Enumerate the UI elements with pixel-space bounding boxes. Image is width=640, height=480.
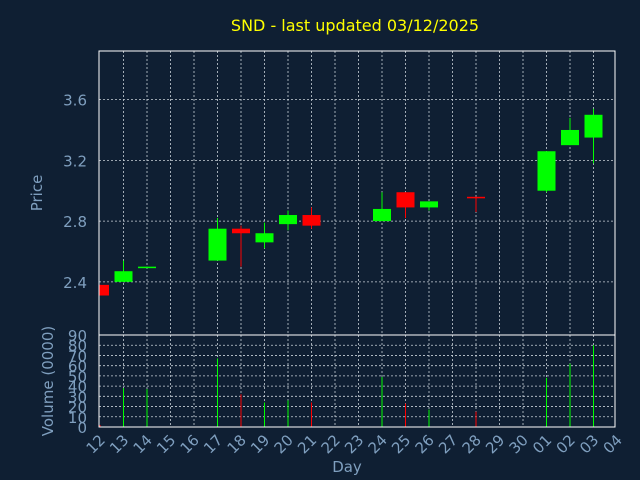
candle-body-up	[138, 266, 156, 269]
candle-body-up	[373, 208, 391, 222]
x-tick-label: 14	[130, 431, 156, 457]
volume-tick-label: 0	[77, 419, 87, 437]
x-tick-label: 03	[576, 431, 602, 457]
price-axis-ticks: 2.4 2.8 3.2 3.6	[63, 92, 87, 292]
x-tick-label: 30	[506, 431, 532, 457]
volume-axis-label: Volume (0000)	[39, 326, 57, 436]
candle-body-down	[302, 215, 321, 226]
x-tick-label: 27	[435, 431, 461, 457]
volume-tick-label: 90	[68, 327, 87, 345]
x-tick-label: 13	[106, 431, 132, 457]
x-tick-label: 01	[529, 431, 555, 457]
volume-panel-frame	[98, 334, 616, 428]
candle-body-down	[232, 228, 250, 234]
price-tick-label: 3.6	[63, 92, 87, 110]
volume-tick-label: 50	[68, 368, 87, 386]
x-tick-label: 20	[271, 431, 297, 457]
chart-title: SND - last updated 03/12/2025	[231, 16, 479, 35]
candle-body-up	[255, 233, 274, 243]
x-tick-label: 02	[553, 431, 579, 457]
x-tick-label: 23	[341, 431, 367, 457]
x-tick-label: 24	[365, 431, 391, 457]
x-tick-label: 04	[600, 431, 626, 457]
x-tick-label: 17	[200, 431, 226, 457]
candle-body-up	[208, 228, 227, 261]
volume-bars	[99, 345, 594, 427]
price-tick-label: 2.8	[63, 213, 87, 231]
x-tick-label: 15	[153, 431, 179, 457]
volume-tick-label: 70	[68, 347, 87, 365]
candle-body-down	[467, 196, 485, 199]
x-tick-label: 25	[388, 431, 414, 457]
x-tick-label: 18	[224, 431, 250, 457]
x-tick-label: 16	[177, 431, 203, 457]
x-tick-label: 29	[482, 431, 508, 457]
price-tick-label: 2.4	[63, 274, 87, 292]
price-grid	[99, 51, 615, 335]
candle-body-down	[396, 192, 415, 208]
candle-body-up	[114, 271, 133, 282]
x-tick-label: 19	[247, 431, 273, 457]
candle-body-up	[537, 151, 556, 191]
candle-body-up	[279, 215, 297, 225]
volume-tick-label: 40	[68, 378, 87, 396]
x-axis-ticks: 1213141516171819202122232425262728293001…	[83, 431, 626, 457]
candle-body-down	[99, 284, 109, 296]
x-tick-label: 21	[294, 431, 320, 457]
volume-tick-label: 20	[68, 399, 87, 417]
candle-body-up	[420, 201, 438, 208]
price-axis-label: Price	[28, 175, 46, 212]
price-candles	[99, 108, 603, 296]
x-axis-label: Day	[332, 458, 362, 476]
price-tick-label: 3.2	[63, 152, 87, 170]
candle-body-up	[561, 129, 579, 146]
x-tick-label: 22	[318, 431, 344, 457]
candle-body-up	[584, 114, 603, 138]
price-panel-frame	[98, 50, 616, 336]
volume-tick-label: 80	[68, 337, 87, 355]
volume-tick-label: 30	[68, 388, 87, 406]
volume-tick-label: 10	[68, 409, 87, 427]
x-tick-label: 28	[459, 431, 485, 457]
volume-tick-label: 60	[68, 358, 87, 376]
volume-grid	[99, 335, 615, 427]
x-tick-label: 26	[412, 431, 438, 457]
